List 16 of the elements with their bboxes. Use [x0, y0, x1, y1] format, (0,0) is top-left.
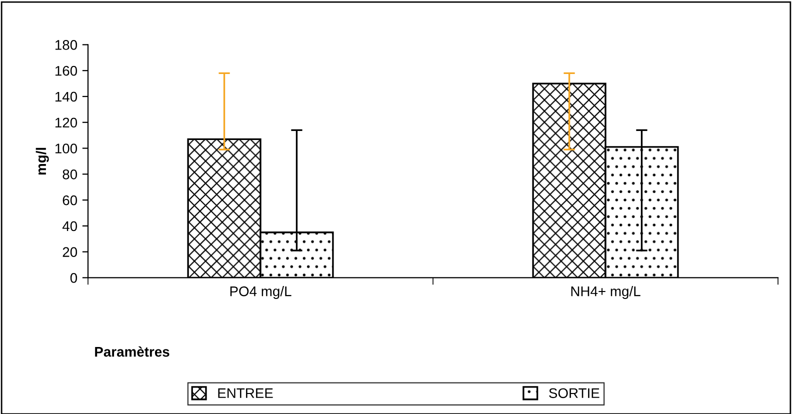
- legend-label: SORTIE: [549, 388, 600, 398]
- legend-label: ENTREE: [218, 388, 273, 398]
- x-tick-label: NH4+ mg/L: [571, 286, 640, 299]
- y-tick-label: 120: [55, 118, 78, 128]
- y-tick-label: 180: [55, 40, 78, 50]
- y-tick-label: 140: [55, 92, 78, 102]
- y-tick-label: 60: [62, 195, 78, 206]
- y-tick-label: 40: [62, 221, 78, 232]
- x-axis-title: Paramètres: [95, 346, 170, 357]
- y-tick-label: 80: [62, 169, 78, 180]
- y-tick-label: 160: [55, 66, 78, 76]
- y-axis-title: mg/l: [36, 148, 49, 175]
- x-tick-label: PO4 mg/L: [230, 286, 292, 299]
- y-tick-label: 100: [55, 144, 78, 154]
- y-tick-label: 20: [62, 247, 78, 257]
- y-tick-label: 0: [70, 273, 78, 283]
